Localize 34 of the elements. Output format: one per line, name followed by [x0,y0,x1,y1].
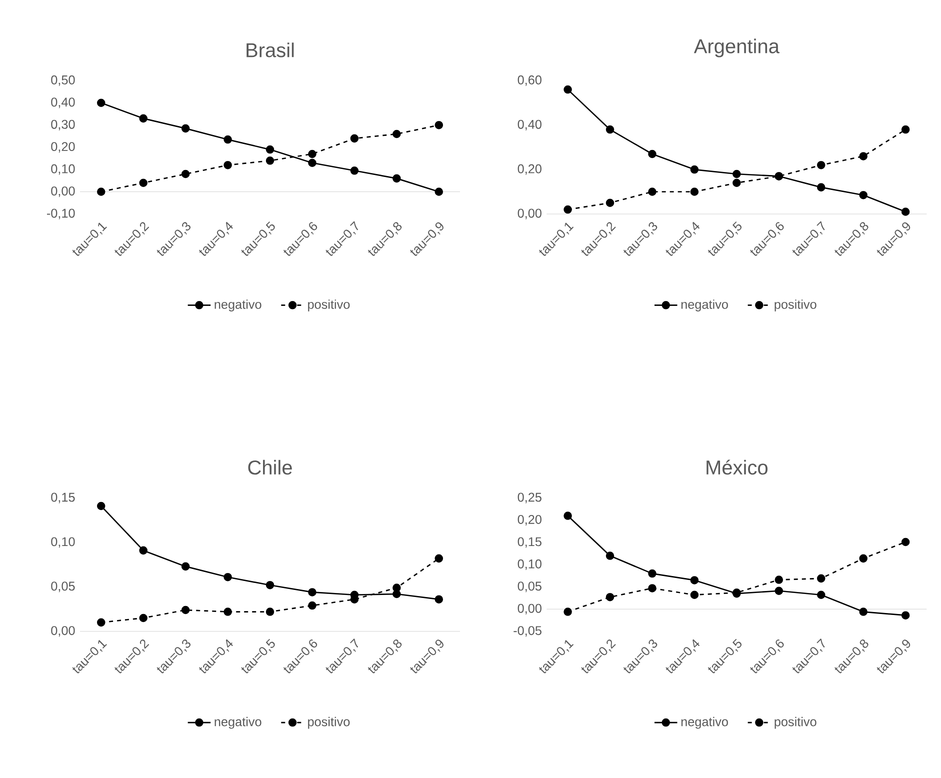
y-tick-label: 0,05 [51,582,75,592]
chart-title: Brasil [246,42,294,58]
chart-title: México [706,460,768,475]
y-tick-label: 0,20 [51,142,75,153]
chart-title: Argentina [694,38,780,58]
y-tick-label: 0,05 [518,582,542,592]
chart-title: Chile [248,460,292,475]
y-tick-label: 0,40 [518,120,542,130]
y-tick-label: 0,10 [51,537,75,548]
legend-label: positivo [308,716,350,729]
y-tick-label: -0,10 [46,208,75,220]
legend-label: positivo [774,716,816,729]
y-tick-label: -0,05 [514,626,542,637]
y-tick-label: 0,00 [518,604,542,614]
legend-label: negativo [681,716,728,729]
y-tick-label: 0,25 [518,492,542,504]
legend-label: positivo [774,300,816,312]
y-tick-label: 0,40 [51,98,75,108]
legend-label: negativo [214,300,262,312]
y-tick-label: 0,30 [51,120,75,130]
y-tick-label: 0,15 [518,537,542,548]
y-tick-label: 0,00 [51,186,75,198]
y-tick-label: 0,15 [51,492,75,504]
legend-label: positivo [308,300,350,312]
y-tick-label: 0,20 [518,514,542,526]
legend-label: negativo [214,716,262,729]
y-tick-label: 0,00 [51,626,75,637]
y-tick-label: 0,10 [518,559,542,570]
y-tick-label: 0,50 [51,75,75,86]
y-tick-label: 0,20 [518,164,542,175]
legend-label: negativo [681,300,728,312]
y-tick-label: 0,10 [51,164,75,175]
y-tick-label: 0,00 [518,208,542,220]
y-tick-label: 0,60 [518,75,542,86]
